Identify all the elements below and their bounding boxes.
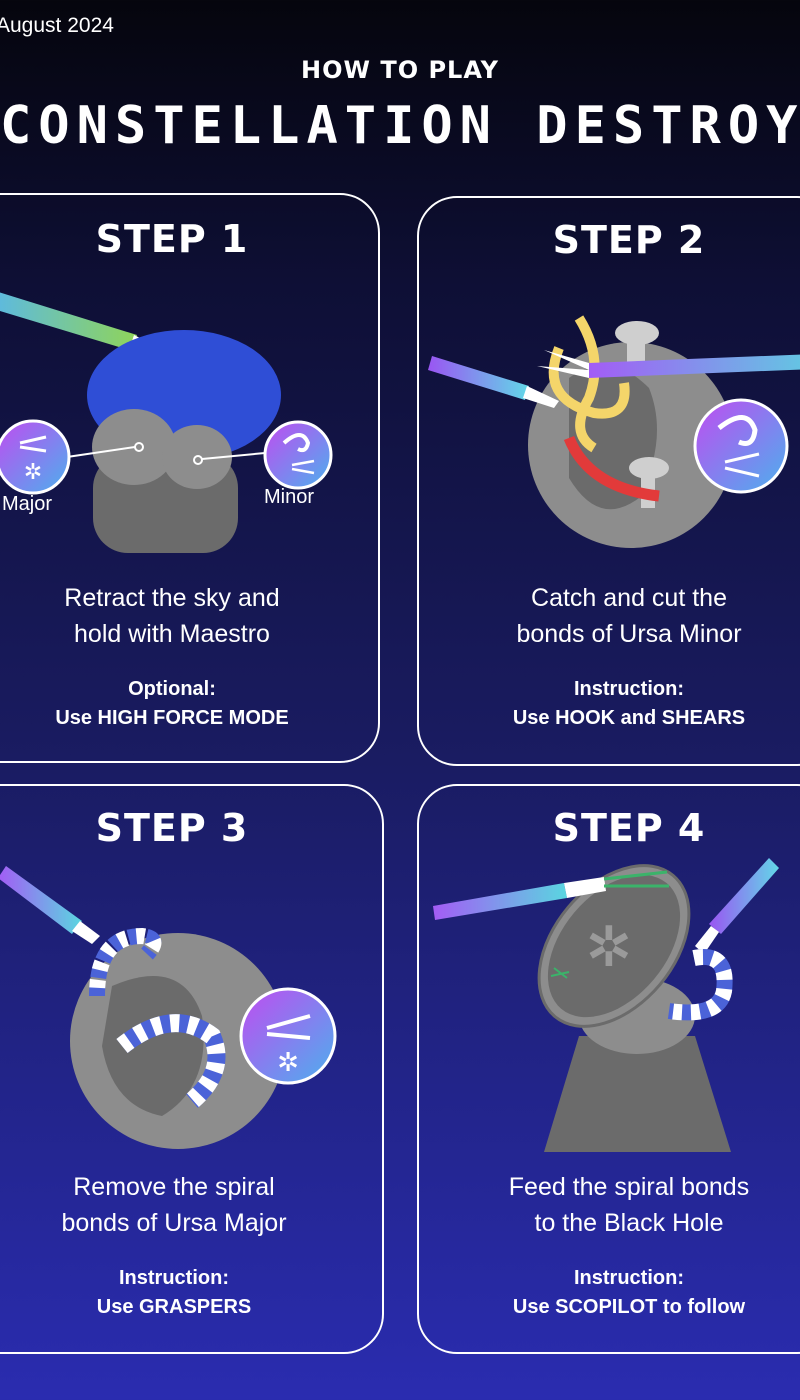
step-1-label: STEP 1	[95, 217, 249, 261]
step-2-desc-line-2: bonds of Ursa Minor	[516, 620, 742, 648]
step-4-inst-line-2: Use SCOPILOT to follow	[512, 1296, 746, 1318]
graspers-spiral-icon: ✲	[239, 987, 337, 1085]
step-1-desc-line-1: Retract the sky and	[64, 584, 280, 612]
step-2-card: STEP 2 Catch and cut the bonds of Ursa M…	[417, 196, 800, 766]
step-4-desc-line-1: Feed the spiral bonds	[508, 1173, 750, 1201]
step-3-desc-line-2: bonds of Ursa Major	[61, 1209, 287, 1237]
step-2-desc-line-1: Catch and cut the	[531, 584, 727, 612]
step-2-inst-line-2: Use HOOK and SHEARS	[512, 707, 746, 729]
step-4-illustration: ✲	[433, 858, 779, 1152]
step-1-illustration: ✲	[0, 292, 333, 553]
step-1-card: STEP 1 ✲ Major Minor Retract the	[0, 193, 380, 763]
black-hole-icon: ✲	[586, 915, 633, 980]
date-label: August 2024	[0, 14, 114, 37]
svg-text:✲: ✲	[24, 460, 42, 485]
black-hole-stand	[544, 1036, 731, 1152]
yellow-bond	[574, 315, 600, 453]
step-3-inst-line-1: Instruction:	[119, 1267, 229, 1289]
step-1-inst-line-2: Use HIGH FORCE MODE	[55, 707, 289, 729]
svg-text:✲: ✲	[586, 915, 633, 980]
red-bond	[563, 435, 660, 502]
step-3-desc-line-1: Remove the spiral	[73, 1173, 275, 1201]
step-1-inst-line-1: Optional:	[128, 678, 216, 700]
step-4-card: STEP 4 ✲ Feed the spiral bonds to the Bl…	[417, 784, 800, 1354]
scopilot-tool-icon	[433, 870, 669, 920]
step-4-inst-line-1: Instruction:	[574, 1267, 684, 1289]
shears-spiral-icon: ✲	[0, 419, 71, 495]
svg-text:✲: ✲	[277, 1048, 299, 1078]
hook-icon	[263, 420, 333, 490]
minor-callout: Minor	[264, 486, 315, 508]
step-3-inst-line-2: Use GRASPERS	[96, 1296, 252, 1318]
hook-shears-icon	[693, 398, 789, 494]
step-4-label: STEP 4	[552, 806, 706, 850]
shears-tool-icon	[537, 350, 800, 378]
step-2-label: STEP 2	[552, 218, 706, 262]
major-callout: Major	[2, 493, 53, 515]
step-3-label: STEP 3	[95, 806, 249, 850]
graspers-tool-icon-right	[695, 858, 779, 954]
step-2-illustration	[428, 315, 800, 548]
step-3-card: STEP 3 ✲ Remove the spiral bonds of Ursa…	[0, 784, 384, 1354]
how-to-play-heading: HOW TO PLAY	[301, 56, 499, 84]
step-4-desc-line-2: to the Black Hole	[534, 1209, 724, 1237]
step-1-desc-line-2: hold with Maestro	[74, 620, 270, 648]
game-title: CONSTELLATION DESTROYER	[0, 96, 800, 156]
hook-tool-icon	[428, 356, 559, 408]
graspers-tool-icon	[0, 866, 100, 944]
step-3-illustration: ✲	[0, 866, 337, 1149]
step-2-inst-line-1: Instruction:	[574, 678, 684, 700]
